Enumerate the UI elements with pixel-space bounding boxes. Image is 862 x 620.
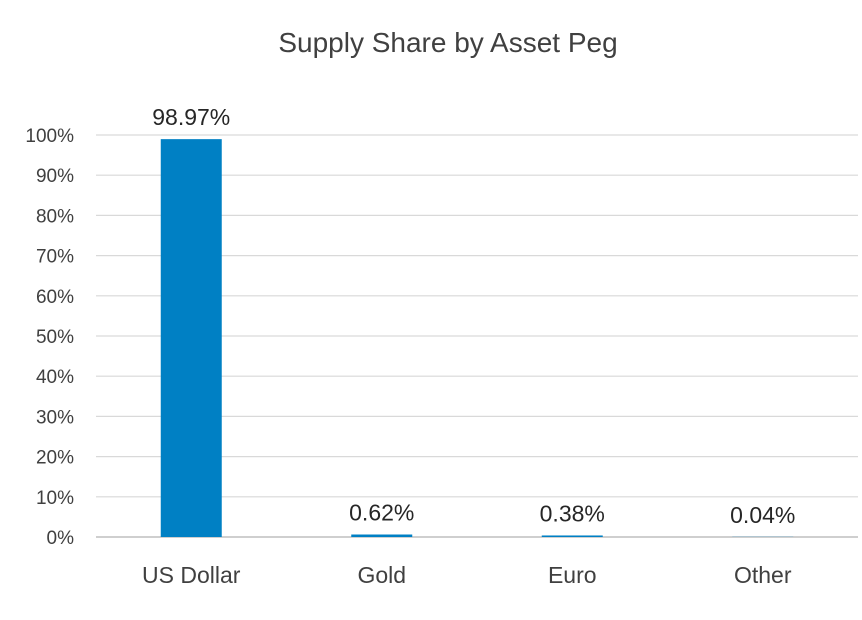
category-label: Other (734, 562, 792, 588)
y-tick-label: 20% (36, 448, 74, 469)
data-label: 0.38% (540, 500, 605, 526)
data-label: 98.97% (152, 104, 230, 130)
y-tick-label: 70% (36, 247, 74, 268)
x-axis-categories: US Dollar Gold Euro Other (142, 562, 792, 588)
data-labels: 98.97% 0.62% 0.38% 0.04% (152, 104, 795, 528)
data-label: 0.62% (349, 500, 414, 526)
chart-title: Supply Share by Asset Peg (278, 27, 617, 58)
bar (541, 535, 603, 537)
category-label: Euro (548, 562, 597, 588)
y-tick-label: 50% (36, 327, 74, 348)
bars (160, 139, 794, 537)
gridlines (96, 134, 858, 538)
category-label: US Dollar (142, 562, 241, 588)
y-tick-label: 80% (36, 206, 74, 227)
y-tick-label: 10% (36, 488, 74, 509)
y-tick-label: 100% (25, 126, 74, 147)
data-label: 0.04% (730, 502, 795, 528)
bar (351, 534, 413, 537)
y-tick-label: 90% (36, 166, 74, 187)
bar (160, 139, 222, 537)
y-tick-label: 30% (36, 407, 74, 428)
y-tick-label: 40% (36, 367, 74, 388)
y-tick-label: 60% (36, 287, 74, 308)
y-tick-label: 0% (47, 528, 75, 549)
category-label: Gold (357, 562, 406, 588)
y-axis-ticks: 0% 10% 20% 30% 40% 50% 60% 70% 80% 90% 100% (25, 126, 74, 549)
